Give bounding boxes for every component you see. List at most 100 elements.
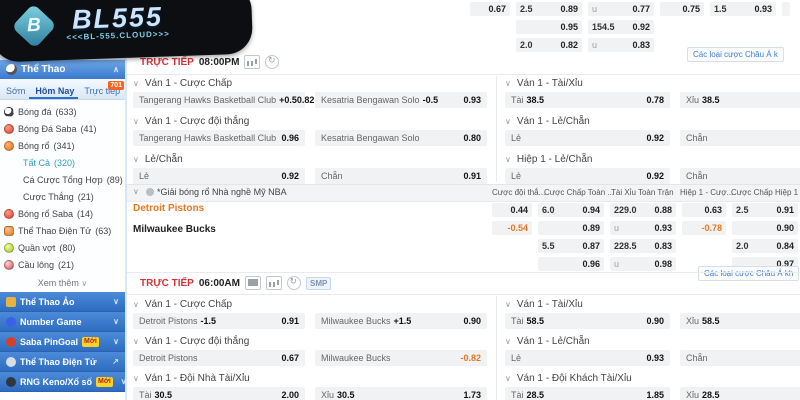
league-header-bar: ∨ *Giải bóng rổ Nhà nghề Mỹ NBA Cược đội… xyxy=(127,184,800,202)
sidebar-item-bong-da-saba[interactable]: Bóng Đá Saba (41) xyxy=(0,120,125,137)
odds-cell[interactable]: -0.78 xyxy=(682,221,726,235)
bet-cell[interactable]: Kesatria Bengawan Solo -0.5 0.93 xyxy=(315,92,487,108)
odds-cell[interactable]: -0.54 xyxy=(492,221,532,235)
chevron-down-icon: ∨ xyxy=(505,117,511,126)
bet-cell[interactable]: Tài 30.5 2.00 xyxy=(133,387,305,400)
odds-cell[interactable]: 0.89 xyxy=(538,221,604,235)
odds-cell[interactable]: 0.96 xyxy=(538,257,604,271)
odds-cell[interactable]: 0.44 xyxy=(492,203,532,217)
nav-rng-keno[interactable]: RNG Keno/Xổ số Mới ∨ xyxy=(0,372,127,392)
bet-cell[interactable]: Xỉu 38.5 xyxy=(680,92,800,108)
sidebar-item-cau-long[interactable]: Cầu lông (21) xyxy=(0,256,125,273)
odds-cell[interactable]: 2.0 0.84 xyxy=(732,239,798,253)
tv-stream-icon[interactable] xyxy=(245,276,261,290)
virtual-sports-icon xyxy=(6,296,16,307)
odds-cell-clipped[interactable] xyxy=(782,2,790,16)
tab-som[interactable]: Sớm xyxy=(6,86,26,96)
bet-cell[interactable]: Xỉu 28.5 xyxy=(680,387,800,400)
bet-cell[interactable]: Chẵn xyxy=(680,168,800,184)
sidebar-item-bong-ro[interactable]: Bóng rổ (341) xyxy=(0,137,125,154)
brand-diamond-icon: B xyxy=(11,3,57,49)
chevron-down-icon[interactable]: ∨ xyxy=(133,187,139,196)
odds-cell[interactable]: u 0.83 xyxy=(588,38,654,52)
sidebar-bottom-nav: Thể Thao Ảo ∨ Number Game ∨ Saba PinGoal Mớ… xyxy=(0,292,127,392)
odds-cell[interactable]: 154.5 0.92 xyxy=(588,20,654,34)
odds-cell[interactable]: 0.90 xyxy=(732,221,798,235)
nav-number-game[interactable]: Number Game ∨ xyxy=(0,312,125,332)
nav-saba-pingoal[interactable]: Saba PinGoal Mới ∨ xyxy=(0,332,125,352)
sidebar-item-quan-vot[interactable]: Quần vợt (80) xyxy=(0,239,125,256)
bet-cell[interactable]: Xỉu 30.5 1.73 xyxy=(315,387,487,400)
asian-bets-link[interactable]: Các loại cược Châu Á kh xyxy=(698,266,800,281)
smp-badge[interactable]: SMP xyxy=(306,276,332,290)
odds-cell[interactable]: 0.95 xyxy=(516,20,582,34)
bet-cell[interactable]: Tài 58.5 0.90 xyxy=(505,313,670,329)
sidebar-item-bong-da[interactable]: Bóng đá (633) xyxy=(0,103,125,120)
nav-the-thao-ao[interactable]: Thể Thao Ảo ∨ xyxy=(0,292,125,312)
bet-cell[interactable]: Tài 38.5 0.78 xyxy=(505,92,670,108)
chevron-down-icon: ∨ xyxy=(133,337,139,346)
home-team-name[interactable]: Detroit Pistons xyxy=(133,203,205,214)
bet-cell[interactable]: Lẻ 0.93 xyxy=(505,350,670,366)
bet-cell[interactable]: Xỉu 58.5 xyxy=(680,313,800,329)
refresh-icon[interactable] xyxy=(265,55,280,69)
live-label: TRỰC TIẾP xyxy=(140,277,194,289)
bet-cell[interactable]: Detroit Pistons -1.5 0.91 xyxy=(133,313,305,329)
bet-type-title: Ván 1 - Cược đội thắng xyxy=(144,336,250,347)
chevron-up-icon: ∧ xyxy=(113,65,119,74)
live-label: TRỰC TIẾP xyxy=(140,56,194,68)
bet-cell[interactable]: Lẻ 0.92 xyxy=(133,168,305,184)
odds-cell[interactable]: u 0.98 xyxy=(610,257,676,271)
match-time: 06:00AM xyxy=(198,277,240,289)
bet-type-title: Ván 1 - Cược Chấp xyxy=(144,78,233,89)
bet-cell[interactable]: Tangerang Hawks Basketball Club +0.5 0.82 xyxy=(133,92,314,108)
sidebar-item-ca-cuoc-tong-hop[interactable]: Cá Cược Tổng Hợp (89) xyxy=(23,174,123,185)
bet-cell[interactable]: Detroit Pistons 0.67 xyxy=(133,350,305,366)
tab-hom-nay[interactable]: Hôm Nay xyxy=(29,86,79,99)
chevron-down-icon: ∨ xyxy=(133,79,139,88)
away-team-name[interactable]: Milwaukee Bucks xyxy=(133,224,216,235)
column-header-moneyline: Cược đội thắ... xyxy=(492,188,546,197)
odds-cell[interactable]: 0.67 xyxy=(470,2,510,16)
odds-cell[interactable]: 1.5 0.93 xyxy=(710,2,776,16)
refresh-icon[interactable] xyxy=(287,276,301,290)
odds-cell[interactable]: 0.75 xyxy=(660,2,704,16)
odds-cell[interactable]: 2.0 0.82 xyxy=(516,38,582,52)
bet-cell[interactable]: Chẵn xyxy=(680,130,800,146)
asian-bets-link[interactable]: Các loại cược Châu Á k xyxy=(687,47,784,62)
bet-cell[interactable]: Kesatria Bengawan Solo 0.80 xyxy=(315,130,487,146)
bet-cell[interactable]: Chẵn xyxy=(680,350,800,366)
bet-cell[interactable]: Milwaukee Bucks -0.82 xyxy=(315,350,487,366)
odds-cell[interactable]: 229.0 0.88 xyxy=(610,203,676,217)
bet-cell[interactable]: Tangerang Hawks Basketball Club 0.96 xyxy=(133,130,305,146)
stats-icon[interactable] xyxy=(266,276,282,290)
odds-cell[interactable]: 5.5 0.87 xyxy=(538,239,604,253)
odds-cell[interactable]: 228.5 0.83 xyxy=(610,239,676,253)
bet-cell[interactable]: Lẻ 0.92 xyxy=(505,130,670,146)
odds-cell[interactable]: 6.0 0.94 xyxy=(538,203,604,217)
bet-cell[interactable]: Chẵn 0.91 xyxy=(315,168,487,184)
odds-cell[interactable]: 2.5 0.91 xyxy=(732,203,798,217)
sidebar-item-bong-ro-saba[interactable]: Bóng rổ Saba (14) xyxy=(0,205,125,222)
bet-cell[interactable]: Tài 28.5 1.85 xyxy=(505,387,670,400)
stats-icon[interactable] xyxy=(244,55,261,69)
tab-truc-tiep[interactable]: Trực tiếp xyxy=(84,86,121,96)
keno-icon xyxy=(6,376,16,387)
sidebar-header[interactable]: Thể Thao ∧ xyxy=(0,60,125,79)
odds-cell[interactable]: u 0.93 xyxy=(610,221,676,235)
odds-cell[interactable]: 0.63 xyxy=(682,203,726,217)
sidebar-item-tat-ca[interactable]: Tất Cả (320) xyxy=(23,157,76,168)
bet-section-van1-cuoc-chap: ∨ Ván 1 - Cược Chấp Detroit Pistons -1.5 0.… xyxy=(133,299,487,329)
chevron-down-icon: ∨ xyxy=(133,300,139,309)
bet-cell[interactable]: Milwaukee Bucks +1.5 0.90 xyxy=(315,313,487,329)
odds-cell[interactable]: 2.5 0.89 xyxy=(516,2,582,16)
bet-cell[interactable]: Lẻ 0.92 xyxy=(505,168,670,184)
nav-the-thao-dien-tu[interactable]: Thể Thao Điện Tử ↗ xyxy=(0,352,125,372)
site-logo[interactable]: B BL555 <<<BL-555.CLOUD>>> xyxy=(0,0,254,63)
league-name[interactable]: *Giải bóng rổ Nhà nghề Mỹ NBA xyxy=(157,187,287,197)
bet-type-title: Ván 1 - Đội Khách Tài/Xỉu xyxy=(516,373,632,384)
sidebar-item-cuoc-thang[interactable]: Cược Thắng (21) xyxy=(23,191,94,202)
show-more-button[interactable]: Xem thêm ∨ xyxy=(37,278,88,288)
sidebar-item-the-thao-dien-tu[interactable]: Thể Thao Điện Tử (63) xyxy=(0,222,125,239)
odds-cell[interactable]: u 0.77 xyxy=(588,2,654,16)
